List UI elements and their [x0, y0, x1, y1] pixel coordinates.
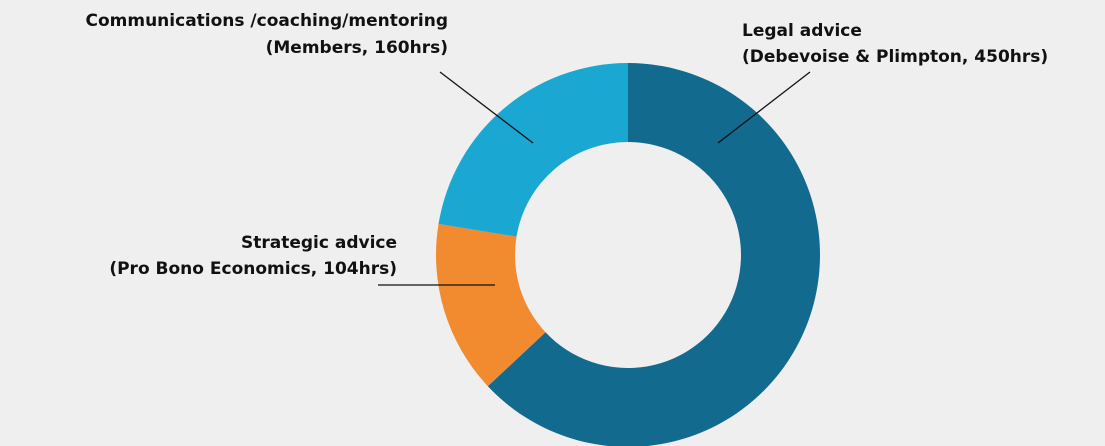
slice-value-label: (Pro Bono Economics, 104hrs): [109, 259, 397, 279]
slice: [438, 63, 628, 237]
leader-line: [717, 71, 811, 144]
leader-line: [439, 71, 534, 144]
slice: [436, 223, 546, 387]
slices: [436, 63, 820, 446]
slice-value-label: (Members, 160hrs): [266, 38, 448, 58]
slice: [487, 63, 820, 446]
slice-value-label: (Debevoise & Plimpton, 450hrs): [742, 47, 1048, 67]
slice-label: Strategic advice: [241, 233, 397, 253]
slice-label: Legal advice: [742, 21, 862, 41]
slice-label: Communications /coaching/mentoring: [86, 11, 449, 31]
